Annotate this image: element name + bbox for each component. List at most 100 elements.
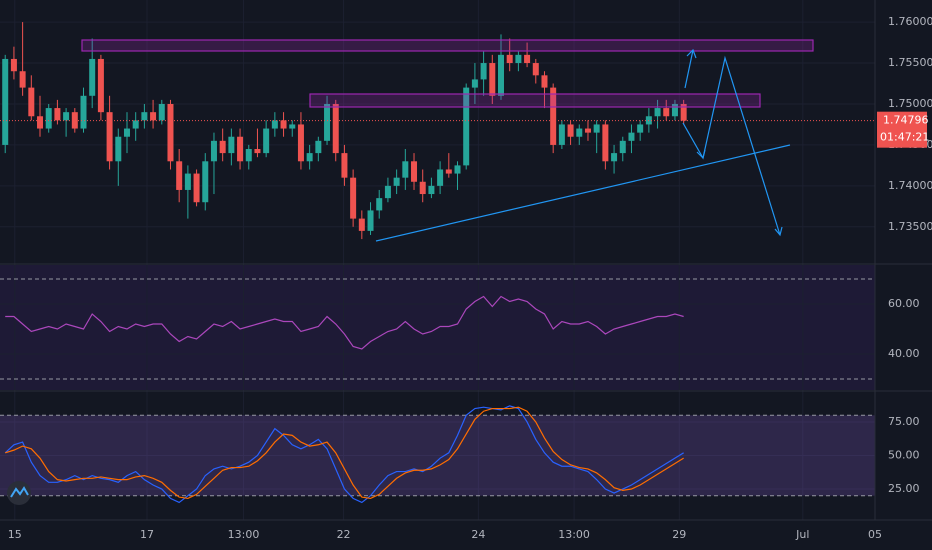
candle-body xyxy=(584,128,591,133)
logo-mark xyxy=(10,486,29,498)
candle-body xyxy=(576,128,583,137)
candle-body xyxy=(132,120,139,129)
projection-arrow xyxy=(684,49,694,89)
candle-body xyxy=(480,63,487,80)
candle-body xyxy=(515,54,522,64)
candle-body xyxy=(228,136,235,154)
candle-body xyxy=(219,140,226,154)
candle-body xyxy=(332,103,339,154)
candle-body xyxy=(358,218,365,231)
candle-body xyxy=(524,54,531,64)
y-tick-label: 1.73500 xyxy=(888,220,932,233)
indicator-line xyxy=(4,405,684,504)
countdown: 01:47:21 xyxy=(880,131,929,144)
candle-body xyxy=(341,153,348,178)
candle-body xyxy=(428,185,435,195)
candle-body xyxy=(315,140,322,154)
candle-body xyxy=(45,108,52,129)
candle-body xyxy=(158,103,165,121)
candle-body xyxy=(419,181,426,195)
y-tick-label: 1.76000 xyxy=(888,15,932,28)
candle-body xyxy=(28,87,35,117)
candle-body xyxy=(210,140,217,162)
candle-body xyxy=(567,124,574,137)
candle-body xyxy=(167,103,174,162)
candle-body xyxy=(10,58,17,72)
trend-line xyxy=(375,144,791,242)
candle-body xyxy=(506,54,513,64)
y-tick-label: 50.00 xyxy=(888,448,920,461)
arrow-head xyxy=(696,149,706,160)
x-tick-label: 13:00 xyxy=(558,528,590,541)
candle-body xyxy=(663,108,670,117)
candle-body xyxy=(184,173,191,190)
candle-body xyxy=(637,124,644,133)
candle-body xyxy=(80,95,87,129)
price-label-bg xyxy=(877,111,927,148)
candle-body xyxy=(437,169,444,186)
candle-body xyxy=(541,75,548,88)
candle-body xyxy=(402,161,409,178)
candle-body xyxy=(263,128,270,154)
candle-body xyxy=(367,210,374,231)
candle-body xyxy=(463,87,470,166)
candle-body xyxy=(628,132,635,141)
arrow-head xyxy=(686,48,697,59)
y-tick-label: 75.00 xyxy=(888,415,920,428)
candle-body xyxy=(271,120,278,129)
last-price-label: 1.74796 xyxy=(883,114,929,127)
candle-body xyxy=(245,149,252,162)
candle-body xyxy=(471,79,478,88)
candle-body xyxy=(619,140,626,154)
candle-body xyxy=(671,103,678,117)
x-tick-label: 24 xyxy=(471,528,485,541)
y-tick-label: 60.00 xyxy=(888,297,920,310)
arrow-head xyxy=(774,226,783,237)
candle-body xyxy=(393,177,400,186)
candle-body xyxy=(376,198,383,211)
candle-body xyxy=(254,149,261,154)
y-tick-label: 1.75500 xyxy=(888,56,932,69)
candle-body xyxy=(550,87,557,145)
candle-body xyxy=(384,185,391,199)
y-tick-label: 1.74000 xyxy=(888,179,932,192)
candle-body xyxy=(558,124,565,145)
candle-body xyxy=(411,161,418,182)
candle-body xyxy=(19,71,26,88)
candle-body xyxy=(489,63,496,96)
candle-body xyxy=(54,108,61,121)
candle-body xyxy=(350,177,357,219)
candle-body xyxy=(2,58,9,145)
candle-body xyxy=(63,112,70,121)
candle-body xyxy=(123,128,130,137)
x-tick-label: 15 xyxy=(8,528,22,541)
candle-body xyxy=(680,103,687,121)
candle-body xyxy=(654,108,661,117)
candle-body xyxy=(306,153,313,162)
candle-body xyxy=(150,112,157,121)
candle-body xyxy=(324,103,331,141)
indicator-line xyxy=(5,295,684,350)
candle-body xyxy=(141,112,148,121)
candle-body xyxy=(289,124,296,129)
resistance-zone xyxy=(81,39,814,52)
candle-body xyxy=(97,58,104,113)
y-tick-label: 40.00 xyxy=(888,347,920,360)
candle-body xyxy=(71,112,78,129)
projection-arrow xyxy=(682,55,781,236)
candle-body xyxy=(176,161,183,190)
candle-body xyxy=(37,116,44,129)
candle-body xyxy=(202,161,209,203)
x-tick-label: Jul xyxy=(795,528,809,541)
candle-body xyxy=(89,58,96,96)
candle-body xyxy=(532,63,539,76)
candle-body xyxy=(602,124,609,162)
candle-body xyxy=(593,124,600,133)
drawings xyxy=(81,39,814,242)
x-tick-label: 17 xyxy=(140,528,154,541)
indicator-line xyxy=(5,406,684,500)
candle-body xyxy=(280,120,287,129)
resistance-zone xyxy=(309,93,761,108)
